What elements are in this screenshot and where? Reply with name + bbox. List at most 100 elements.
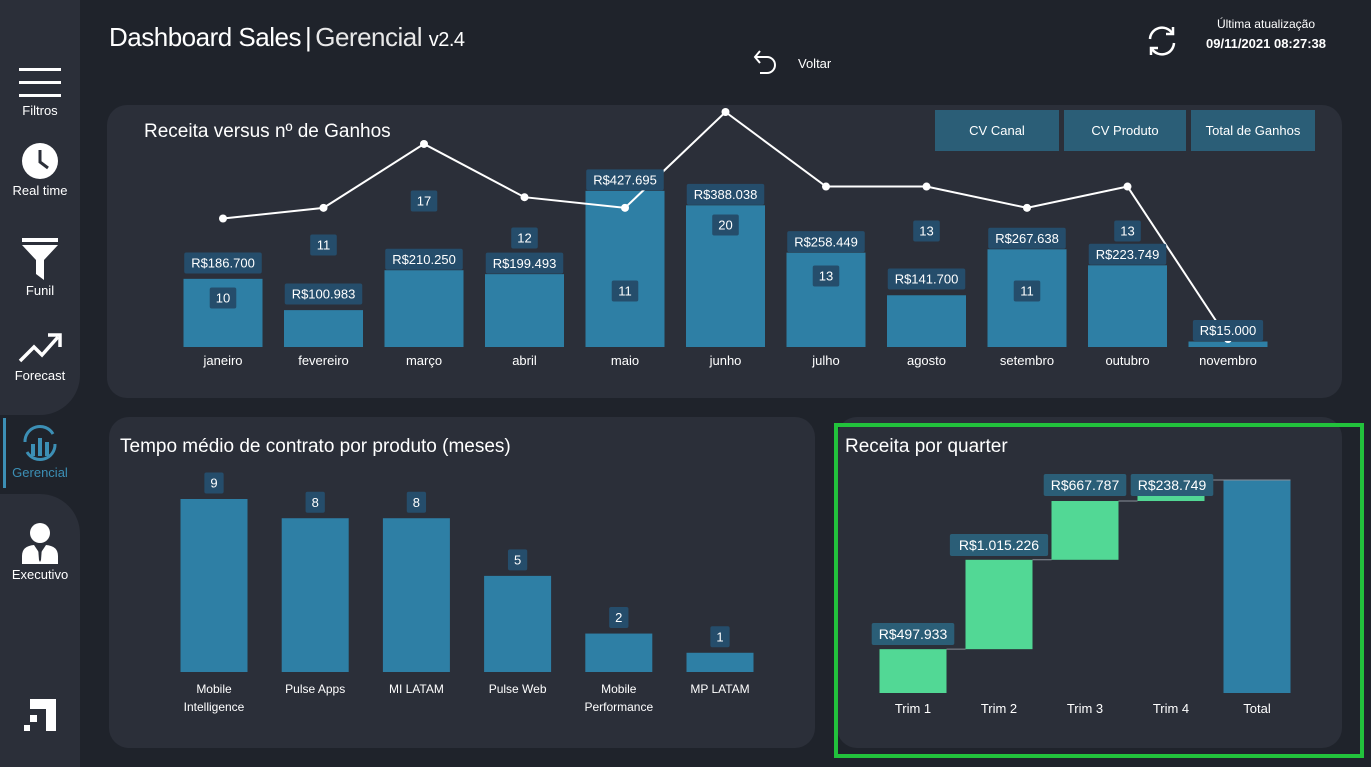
revenue-bar [284,310,363,347]
revenue-data-label-box [385,248,463,270]
x-tick-label: abril [512,353,537,368]
chart-refresh-icon [23,424,57,462]
chart-title-quarter: Receita por quarter [845,436,1008,457]
quarter-bar [879,649,947,693]
title-separator: | [304,22,312,52]
quarter-bar [965,559,1033,650]
sidebar-item-executivo[interactable]: Executivo [0,522,80,582]
revenue-data-label: R$15.000 [1200,323,1256,338]
revenue-data-label-box [686,183,765,205]
quarter-revenue-chart: Trim 1 Trim 2 Trim 3 Trim 4 Total R$497.933 R$… [871,474,1291,716]
revenue-bar [485,274,564,347]
revenue-data-label-box [1088,243,1167,265]
revenue-data-label-box [787,231,865,253]
wins-data-label-box [1013,280,1041,302]
wins-data-label-box [712,214,739,236]
wins-data-label: 12 [517,231,531,246]
revenue-data-label: R$199.493 [493,256,557,271]
revenue-data-label: R$210.250 [392,252,456,267]
revenue-bar [384,270,464,347]
back-label: Voltar [798,55,832,71]
sidebar-item-label: Funil [25,283,55,298]
contract-data-label-box [204,472,224,494]
x-tick-label: julho [811,353,839,368]
x-tick-label: fevereiro [298,353,349,368]
sidebar-item-real-time[interactable]: Real time [0,142,80,198]
quarter-data-label: R$238.749 [1138,477,1207,493]
contract-bar [281,518,349,672]
sidebar-item-label: Filtros [22,103,58,118]
revenue-data-label-box [485,252,564,274]
contract-data-label: 8 [312,495,319,510]
x-tick-label: Pulse Apps [285,682,345,696]
contract-data-label: 9 [210,476,217,491]
sidebar-item-label: Gerencial [12,465,68,480]
x-tick-label: Trim 3 [1067,701,1103,716]
refresh-icon [1148,26,1176,56]
revenue-bar [887,295,966,347]
wins-data-label-box [1114,220,1141,242]
contract-data-label-box [609,607,629,629]
contract-data-label: 2 [615,610,622,625]
cv-produto-button[interactable]: CV Produto [1064,110,1186,151]
revenue-data-label: R$267.638 [995,231,1059,246]
sidebar: Filtros Real time Funil Forecast Ger [0,0,80,767]
quarter-bar [1223,480,1291,693]
last-update-label: Última atualização [1216,17,1316,31]
back-button[interactable]: Voltar [752,48,831,74]
x-tick-label: Trim 4 [1153,701,1189,716]
chart-title-contract: Tempo médio de contrato por produto (mes… [120,436,511,457]
revenue-vs-wins-chart: janeiro fevereiro março abril maio junho julho… [183,108,1268,368]
quarter-data-label-box [1130,474,1214,496]
x-tick-label: MP LATAM [690,682,749,696]
sidebar-item-label: Executivo [11,567,69,582]
x-tick-label: Mobile [196,682,232,696]
revenue-data-label: R$186.700 [191,256,255,271]
x-tick-label: outubro [1105,353,1149,368]
refresh-button[interactable] [1145,24,1179,63]
wins-data-label-box [812,265,840,287]
sidebar-item-funil[interactable]: Funil [0,238,80,298]
sidebar-item-filtros[interactable]: Filtros [0,66,80,118]
quarter-data-label: R$1.015.226 [959,537,1039,553]
total-ganhos-button[interactable]: Total de Ganhos [1191,110,1315,151]
wins-data-label-box [913,220,940,242]
revenue-data-label: R$100.983 [292,287,356,302]
clock-icon [22,143,58,179]
sidebar-item-forecast[interactable]: Forecast [0,331,80,383]
revenue-data-label: R$141.700 [895,272,959,287]
x-tick-label: Total [1243,701,1271,716]
wins-data-label-box [410,190,438,212]
wins-point [822,182,830,191]
sidebar-item-gerencial[interactable]: Gerencial [0,424,80,480]
wins-point [1123,182,1132,191]
cv-canal-button[interactable]: CV Canal [935,110,1059,151]
contract-data-label-box [305,491,325,513]
wins-data-label: 17 [417,194,431,209]
sidebar-item-label: Real time [12,183,68,198]
quarter-data-label-box [949,534,1049,556]
quarter-data-label: R$667.787 [1051,477,1120,493]
contract-bar [585,633,653,672]
revenue-data-label: R$427.695 [593,173,657,188]
wins-data-label: 11 [317,238,331,253]
revenue-data-label-box [988,227,1066,249]
contract-data-label: 5 [514,553,521,568]
hamburger-icon [19,68,61,97]
wins-point [621,203,629,212]
wins-data-label-box [209,287,237,309]
x-tick-label: novembro [1199,353,1257,368]
contract-bar [484,575,552,672]
wins-data-label: 10 [216,291,230,306]
wins-point [922,182,931,191]
revenue-data-label: R$223.749 [1096,247,1160,262]
x-tick-label: Pulse Web [489,682,547,696]
contract-bar [382,518,450,672]
title-main: Dashboard Sales [109,22,301,52]
sidebar-item-label: Forecast [14,368,66,383]
wins-point [1023,203,1031,212]
wins-data-label-box [310,234,337,256]
wins-data-label: 11 [1020,284,1034,299]
brand-logo[interactable] [0,697,80,733]
x-tick-label: maio [611,353,639,368]
